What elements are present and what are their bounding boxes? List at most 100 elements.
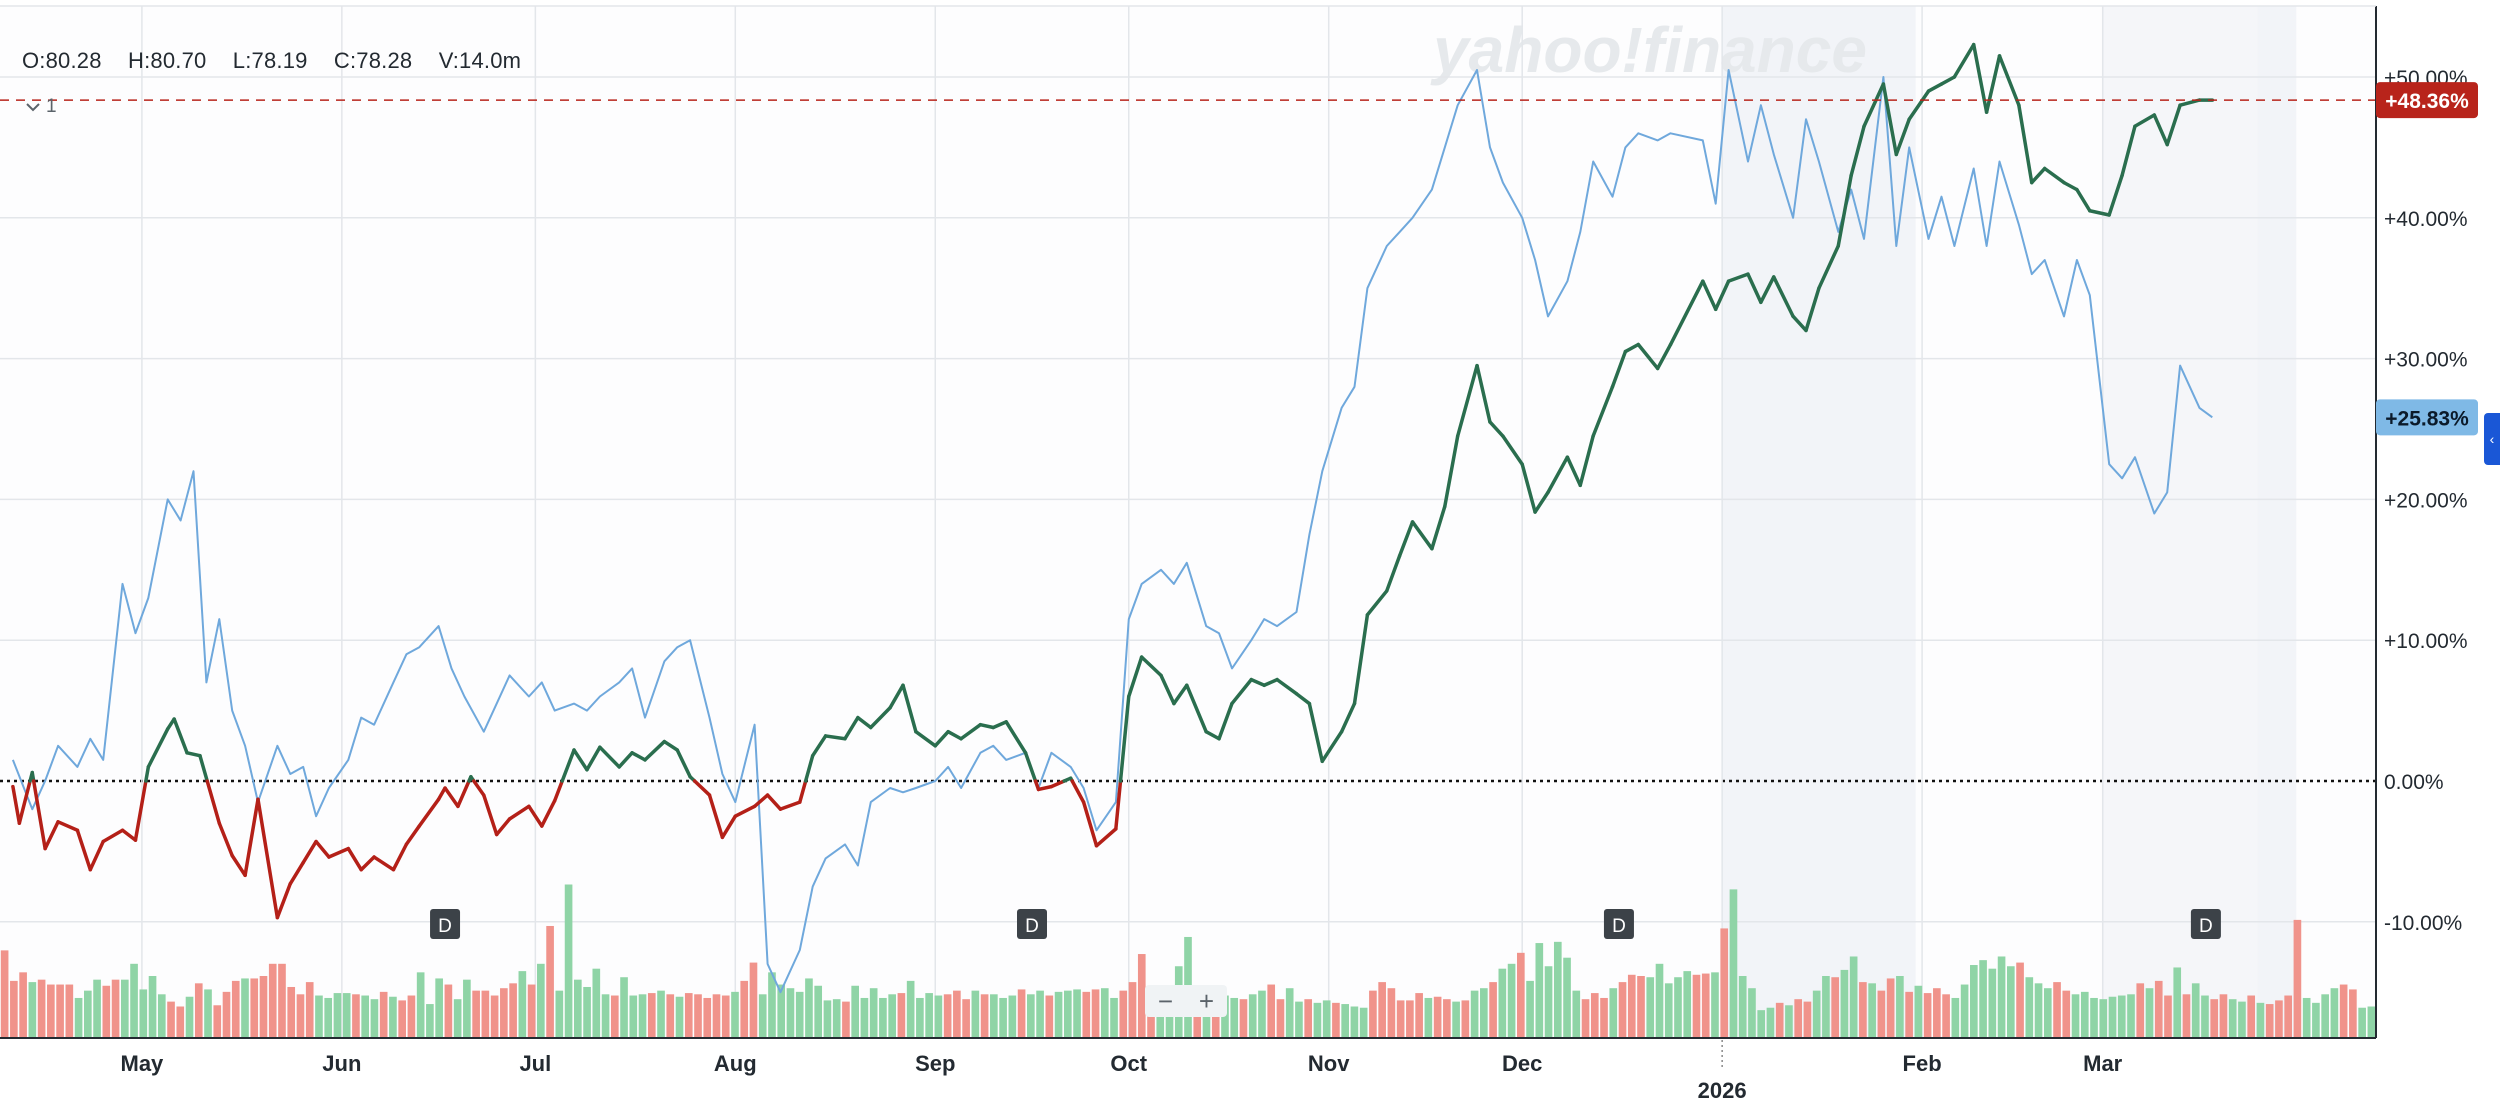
volume-bar: [2293, 919, 2302, 1037]
volume-bar: [379, 991, 388, 1037]
main-series-segment: [560, 748, 576, 783]
main-series-segment: [1939, 75, 1957, 86]
dividend-marker[interactable]: D: [430, 909, 461, 939]
volume-bar: [703, 997, 712, 1037]
volume-bar: [2330, 988, 2339, 1037]
main-series-segment: [2042, 166, 2066, 185]
volume-bar: [1443, 999, 1451, 1037]
volume-bar: [740, 980, 749, 1037]
main-series-segment: [133, 779, 148, 842]
main-series-segment: [1475, 363, 1492, 424]
volume-bar: [1063, 990, 1072, 1037]
volume-bar: [1517, 952, 1525, 1037]
main-series-segment: [2152, 113, 2169, 147]
volume-bar: [2339, 984, 2348, 1037]
main-series-segment: [1520, 462, 1537, 514]
volume-bar: [832, 999, 841, 1037]
side-panel-tab[interactable]: ‹: [2484, 413, 2500, 465]
main-series-segment: [803, 753, 815, 783]
main-series-segment: [217, 821, 234, 858]
main-series-segment: [707, 793, 725, 840]
compare-toggle[interactable]: 1: [26, 96, 57, 118]
volume-bar: [2173, 967, 2182, 1037]
volume-bar: [1979, 960, 1987, 1037]
main-series-segment: [172, 717, 189, 755]
volume-bar: [1461, 1000, 1470, 1037]
dividend-marker-label: D: [2199, 916, 2213, 937]
volume-bar: [65, 984, 74, 1037]
main-series-segment: [1726, 272, 1750, 283]
volume-bar: [453, 999, 462, 1037]
volume-bar: [1803, 1001, 1812, 1037]
volume-bar: [1526, 980, 1534, 1037]
main-series-segment: [843, 715, 860, 741]
volume-bar: [2238, 1001, 2246, 1037]
volume-bar: [1239, 999, 1248, 1037]
dividend-marker-bg: [1017, 909, 1047, 939]
volume-bar: [2053, 982, 2061, 1037]
main-series-segment: [991, 720, 1008, 730]
volume-bar: [2228, 999, 2237, 1037]
main-series-segment: [198, 753, 209, 783]
volume-bar: [1489, 982, 1497, 1037]
volume-bar: [1877, 990, 1886, 1037]
main-series-segment: [1881, 82, 1899, 157]
main-series-segment: [275, 882, 292, 920]
main-series-segment: [1836, 173, 1853, 248]
dividend-marker[interactable]: D: [2190, 909, 2221, 939]
main-series-segment: [372, 855, 396, 872]
volume-bar: [1674, 977, 1682, 1037]
volume-bar: [1609, 988, 1618, 1037]
main-series-segment: [1578, 434, 1595, 488]
volume-bar: [1711, 972, 1719, 1037]
volume-bar: [999, 997, 1007, 1037]
x-tick-label: Aug: [714, 1051, 757, 1076]
volume-bar: [1433, 996, 1442, 1037]
volume-bar: [1896, 976, 1904, 1037]
dividend-marker-bg: [1603, 909, 1634, 939]
volume-bar: [1258, 990, 1266, 1037]
main-series-segment: [205, 779, 222, 825]
volume-bar: [1535, 943, 1544, 1037]
volume-bar: [1119, 990, 1128, 1037]
x-tick-label: 2026: [1698, 1078, 1747, 1103]
volume-bar: [647, 993, 656, 1037]
volume-bar: [1766, 1007, 1775, 1037]
main-value-badge: +48.36%: [2376, 82, 2478, 119]
volume-bar: [2108, 996, 2117, 1037]
main-series-segment: [1127, 655, 1144, 699]
volume-bar: [1748, 988, 1756, 1037]
main-series-segment: [2120, 124, 2137, 178]
volume-bar: [1295, 1001, 1303, 1037]
dividend-marker[interactable]: D: [1603, 909, 1634, 939]
volume-bar: [1304, 999, 1313, 1037]
x-tick-label: Jul: [519, 1051, 551, 1076]
volume-bar: [2312, 1002, 2320, 1037]
volume-bar: [2006, 966, 2015, 1037]
volume-bar: [93, 979, 101, 1037]
volume-bar: [176, 1006, 185, 1037]
main-series-segment: [598, 745, 621, 769]
minus-icon[interactable]: −: [1157, 986, 1174, 1016]
volume-bar: [352, 994, 360, 1037]
volume-bar: [888, 994, 896, 1037]
volume-bar: [1313, 1002, 1322, 1037]
main-series-segment: [798, 779, 808, 804]
main-series-segment: [1623, 342, 1641, 354]
main-series-segment: [1004, 720, 1028, 755]
main-series-segment: [869, 706, 892, 730]
volume-bar: [1054, 991, 1063, 1037]
main-series-segment: [752, 793, 770, 809]
plus-icon[interactable]: +: [1198, 986, 1215, 1016]
volume-bar: [361, 995, 370, 1037]
volume-bar: [675, 996, 684, 1037]
main-series-segment: [1488, 420, 1505, 438]
dividend-marker[interactable]: D: [1017, 909, 1047, 939]
volume-bar: [305, 982, 314, 1037]
compare-value-badge-label: +25.83%: [2385, 407, 2469, 430]
volume-bar: [555, 990, 564, 1037]
volume-bar: [194, 983, 203, 1037]
compare-value-badge: +25.83%: [2376, 399, 2478, 436]
main-series-segment: [1713, 279, 1731, 312]
main-series-segment: [456, 779, 471, 809]
